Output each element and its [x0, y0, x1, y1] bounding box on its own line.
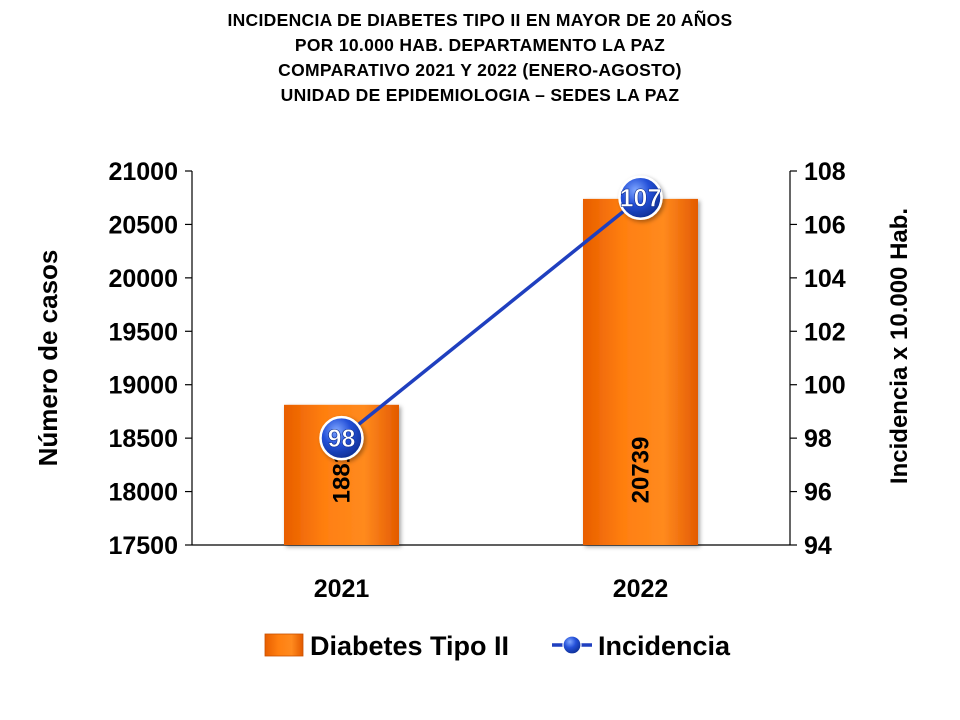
legend-bar-swatch: [264, 633, 304, 657]
incidence-marker: [618, 175, 663, 220]
incidence-data-label: 107: [620, 185, 662, 213]
y2-tick-label: 104: [804, 265, 846, 293]
x-tick-label: 2021: [314, 575, 370, 603]
title-line-3: COMPARATIVO 2021 Y 2022 (ENERO-AGOSTO): [278, 60, 682, 80]
y2-tick-label: 100: [804, 372, 846, 400]
bar-data-label: 20739: [628, 437, 655, 504]
y-tick-label: 20500: [108, 211, 178, 239]
y-tick-label: 19500: [108, 318, 178, 346]
y2-tick-label: 106: [804, 211, 846, 239]
y-tick-label: 19000: [108, 372, 178, 400]
incidence-data-label: 98: [328, 425, 356, 453]
y2-tick-label: 96: [804, 479, 832, 507]
y2-axis-title: Incidencia x 10.000 Hab.: [886, 208, 913, 484]
y2-tick-label: 98: [804, 425, 832, 453]
legend-line-marker: [562, 635, 582, 655]
axes: 17500 18000 18500 19000 19500 20000 20500 21000…: [33, 158, 913, 603]
y-tick-label: 18000: [108, 479, 178, 507]
x-tick-label: 2022: [613, 575, 669, 603]
title-line-2: POR 10.000 HAB. DEPARTAMENTO LA PAZ: [294, 35, 666, 55]
incidence-line-path: [340, 196, 642, 440]
y-tick-label: 20000: [108, 265, 178, 293]
y2-tick-label: 102: [804, 318, 846, 346]
y-axis-title: Número de casos: [33, 250, 63, 467]
bar: [583, 198, 698, 545]
incidence-line: 98 107: [319, 175, 663, 461]
title-line-4: UNIDAD DE EPIDEMIOLOGIA – SEDES LA PAZ: [280, 85, 680, 105]
y2-tick-label: 108: [804, 158, 846, 186]
bars: 18812 20739: [284, 198, 698, 545]
legend-line-label: Incidencia: [598, 631, 731, 661]
legend-bar-label: Diabetes Tipo II: [310, 631, 509, 661]
legend: Diabetes Tipo II Incidencia: [264, 631, 731, 661]
y-tick-label: 18500: [108, 425, 178, 453]
chart-title: INCIDENCIA DE DIABETES TIPO II EN MAYOR …: [0, 8, 960, 108]
title-line-1: INCIDENCIA DE DIABETES TIPO II EN MAYOR …: [227, 10, 733, 30]
y-tick-label: 17500: [108, 532, 178, 560]
y-tick-label: 21000: [108, 158, 178, 186]
y2-tick-label: 94: [804, 532, 832, 560]
incidence-marker: [319, 415, 364, 461]
